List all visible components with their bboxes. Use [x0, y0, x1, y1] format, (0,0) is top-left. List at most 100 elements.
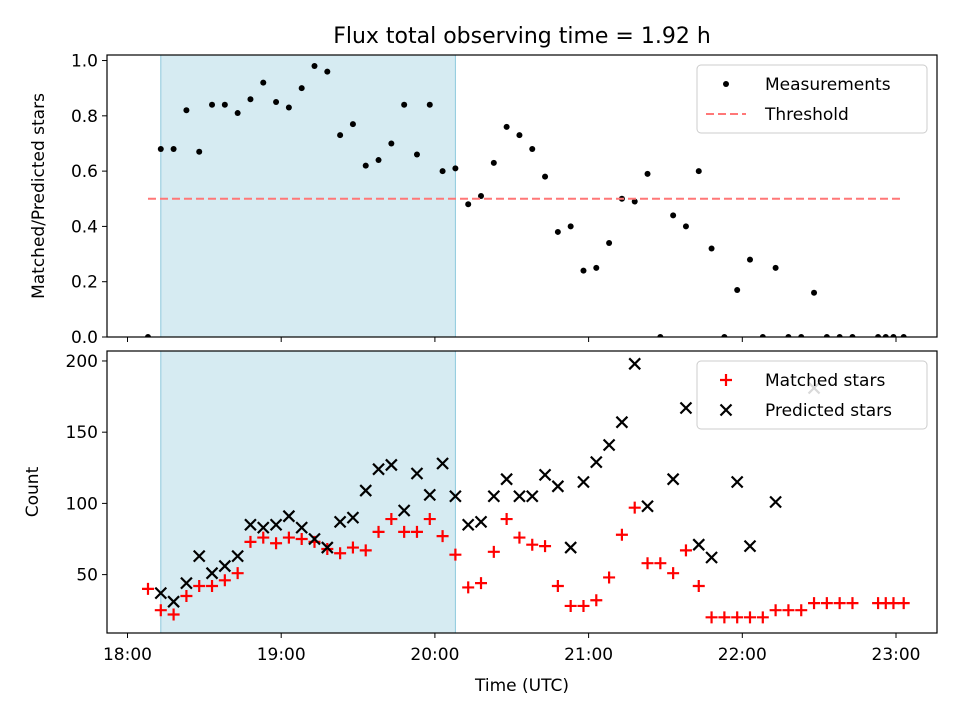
data-point [385, 513, 398, 526]
data-point [234, 110, 241, 117]
data-point [769, 604, 782, 617]
legend: Measurements Threshold [696, 64, 928, 134]
data-point [346, 511, 360, 524]
data-point [833, 597, 846, 610]
data-point [333, 515, 347, 529]
data-point [285, 104, 292, 111]
data-point [321, 541, 334, 554]
x-tick-label: 23:00 [872, 645, 921, 665]
data-point [244, 535, 257, 548]
data-point [500, 472, 513, 486]
data-point [308, 532, 321, 546]
data-point [423, 488, 437, 502]
data-point [487, 545, 500, 558]
data-point [641, 557, 654, 570]
data-point [144, 334, 151, 337]
data-point [423, 513, 436, 526]
y-tick-label: 1.0 [71, 52, 98, 72]
data-point [682, 223, 689, 230]
data-point [513, 531, 526, 544]
data-point [882, 334, 889, 337]
data-point [743, 611, 756, 624]
data-point [631, 198, 638, 205]
data-point [746, 256, 753, 263]
data-point [615, 528, 628, 541]
data-point [359, 544, 372, 557]
data-point [811, 289, 818, 296]
legend-label: Matched stars [765, 371, 885, 391]
data-point [593, 264, 600, 271]
data-point [666, 472, 680, 486]
data-point [679, 401, 693, 415]
data-point [273, 99, 280, 105]
data-point [311, 63, 318, 70]
x-tick-label: 19:00 [257, 645, 306, 665]
x-axis-label: Time (UTC) [474, 676, 569, 696]
data-point [388, 140, 395, 147]
data-point [551, 580, 564, 592]
data-point [167, 595, 180, 608]
data-point [820, 597, 833, 610]
data-point [193, 580, 206, 592]
data-point [846, 597, 859, 610]
data-point [542, 173, 549, 180]
data-point [606, 240, 613, 246]
data-point [731, 611, 744, 624]
data-point [349, 121, 356, 128]
data-point [270, 537, 283, 550]
x-tick-label: 20:00 [410, 645, 459, 665]
chart-title: Flux total observing time = 1.92 h [333, 24, 711, 49]
data-point [205, 566, 219, 580]
data-point [500, 513, 513, 526]
series-measurements [144, 63, 907, 337]
data-point [525, 489, 539, 503]
data-point [154, 586, 168, 600]
data-point [397, 504, 411, 517]
legend-swatch [720, 374, 732, 386]
data-point [260, 79, 267, 86]
data-point [436, 457, 449, 470]
data-point [875, 334, 882, 337]
data-point [362, 162, 369, 169]
y-axis-label: Count [23, 466, 43, 517]
plot-frame [106, 350, 938, 634]
data-point [759, 334, 766, 337]
data-point [398, 525, 411, 538]
data-point [705, 551, 718, 564]
y-tick-label: 0.0 [71, 328, 98, 348]
data-point [196, 148, 203, 155]
data-point [554, 228, 561, 235]
y-tick-label: 100 [66, 494, 98, 514]
data-point [513, 489, 526, 503]
data-point [298, 85, 305, 92]
plot-area [141, 357, 910, 624]
data-point [705, 611, 718, 624]
data-point [529, 146, 536, 152]
observing-window-span [160, 54, 456, 338]
data-point [426, 101, 433, 108]
data-point [462, 581, 475, 594]
data-point [795, 604, 808, 617]
data-point [282, 509, 296, 523]
data-point [615, 415, 629, 429]
data-point [410, 525, 423, 538]
data-point [257, 531, 270, 544]
data-point [657, 334, 664, 337]
y-axis-label: Matched/Predicted stars [29, 93, 49, 299]
bottom-panel: 50 100 150 200 18:00 19:00 20:00 21:00 22:00 23:0… [23, 350, 938, 665]
data-point [295, 533, 308, 545]
data-point [644, 170, 651, 177]
data-point [401, 101, 408, 108]
data-point [526, 538, 539, 551]
data-point [324, 68, 331, 75]
data-point [206, 580, 219, 592]
data-point [372, 525, 385, 538]
data-point [756, 611, 769, 624]
plot-frame [106, 54, 938, 338]
data-point [218, 574, 231, 587]
data-point [577, 599, 590, 612]
data-point [654, 557, 667, 570]
data-point [887, 597, 900, 610]
data-point [221, 101, 228, 108]
data-point [897, 597, 910, 610]
